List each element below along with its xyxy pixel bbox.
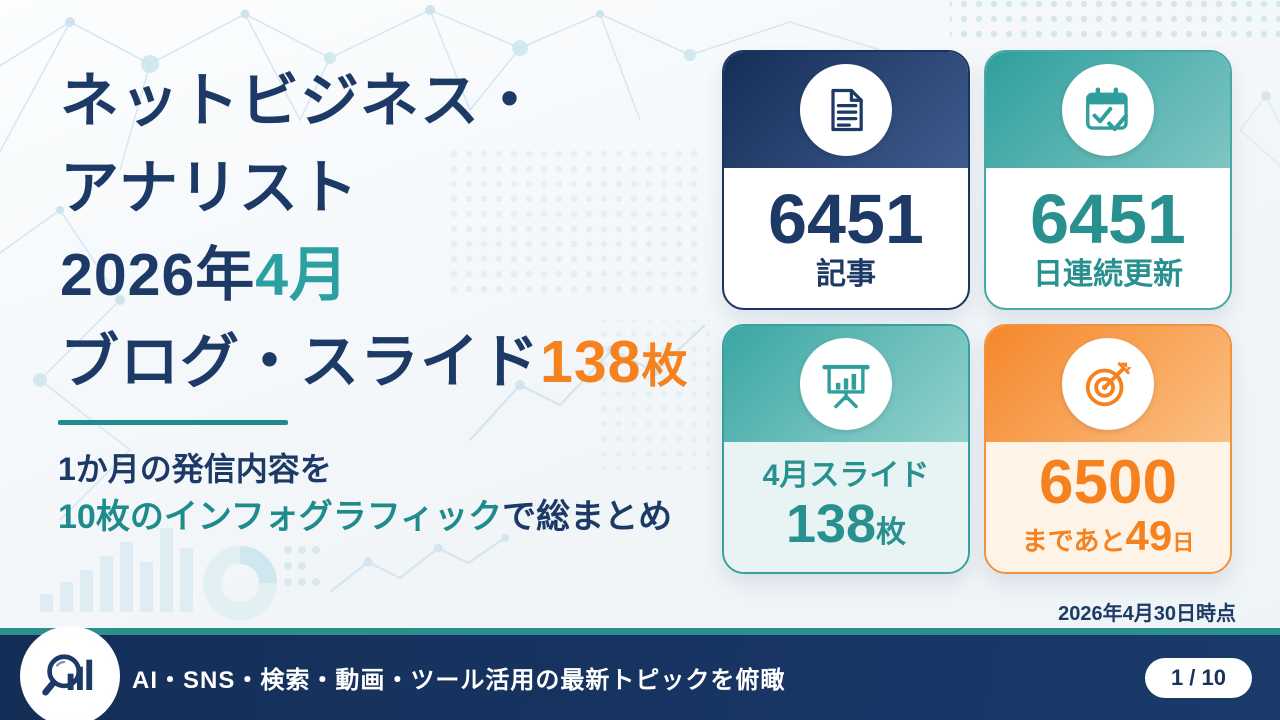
footer-bar: AI・SNS・検索・動画・ツール活用の最新トピックを俯瞰 1 / 10 [0, 635, 1280, 720]
stat-card-goal-header [986, 326, 1230, 442]
title-year: 2026年 [60, 242, 256, 308]
title-slide-unit: 枚 [641, 340, 689, 392]
footer-tagline: AI・SNS・検索・動画・ツール活用の最新トピックを俯瞰 [132, 667, 786, 694]
stat-card-slides-body: 4月スライド 138枚 [724, 442, 968, 572]
goal-unit: 日 [1172, 529, 1195, 555]
stat-card-articles-header [724, 52, 968, 168]
document-icon [831, 88, 863, 132]
slides-count-line: 138枚 [786, 496, 906, 561]
footer-accent-stripe [0, 628, 1280, 635]
goal-days: 49 [1125, 511, 1173, 559]
title-line-1-text: ネットビジネス・ [60, 68, 541, 134]
streak-label: 日連続更新 [1033, 258, 1183, 291]
title-line-3: 2026年4月 [60, 232, 688, 319]
stat-card-goal: 6500 まであと49日 [984, 324, 1232, 574]
streak-count: 6451 [1030, 180, 1186, 258]
stat-card-goal-body: 6500 まであと49日 [986, 442, 1230, 572]
slides-count: 138 [785, 493, 877, 554]
goal-remaining-line: まであと49日 [1021, 514, 1195, 563]
subtitle-line-2: 10枚のインフォグラフィックで総まとめ [58, 492, 672, 542]
subtitle-accent: 10枚のインフォグラフィック [58, 498, 503, 536]
stat-card-articles-body: 6451 記事 [724, 168, 968, 308]
presentation-chart-icon [822, 364, 870, 409]
title-divider [58, 420, 288, 425]
title-line-4-text: ブログ・スライド [60, 329, 541, 395]
title-line-2: アナリスト [60, 145, 688, 232]
stat-card-articles: 6451 記事 [722, 50, 970, 310]
icon-circle [800, 64, 892, 156]
subtitle-rest: で総まとめ [502, 498, 673, 536]
slides-label: 4月スライド [762, 458, 930, 492]
icon-circle [800, 338, 892, 430]
page-number-badge: 1 / 10 [1144, 657, 1252, 698]
as-of-date: 2026年4月30日時点 [1058, 603, 1236, 625]
title-line-2-text: アナリスト [60, 155, 359, 221]
title-line-1: ネットビジネス・ [60, 58, 688, 145]
stat-card-streak-header [986, 52, 1230, 168]
icon-circle [1062, 338, 1154, 430]
stat-card-slides: 4月スライド 138枚 [722, 324, 970, 574]
slide-subtitle: 1か月の発信内容を 10枚のインフォグラフィックで総まとめ [58, 446, 672, 542]
title-month: 4月 [255, 242, 350, 308]
goal-prefix: まであと [1021, 525, 1126, 556]
articles-label: 記事 [816, 258, 876, 291]
stats-grid: 6451 記事 6451 日 [722, 50, 1232, 574]
calendar-check-icon [1086, 87, 1129, 132]
subtitle-line-1: 1か月の発信内容を [58, 451, 332, 487]
stat-card-slides-header [724, 326, 968, 442]
goal-target: 6500 [1039, 447, 1177, 517]
stat-card-streak: 6451 日連続更新 [984, 50, 1232, 310]
logo-badge [26, 632, 114, 720]
slides-unit: 枚 [876, 515, 907, 549]
icon-circle [1062, 64, 1154, 156]
title-slide-count: 138 [540, 329, 642, 395]
articles-count: 6451 [768, 180, 924, 258]
title-line-4: ブログ・スライド138枚 [60, 319, 688, 410]
slide-title: ネットビジネス・ アナリスト 2026年4月 ブログ・スライド138枚 [60, 58, 688, 410]
target-icon [1085, 362, 1132, 407]
magnifier-chart-logo-icon [42, 654, 93, 696]
stat-card-streak-body: 6451 日連続更新 [986, 168, 1230, 308]
